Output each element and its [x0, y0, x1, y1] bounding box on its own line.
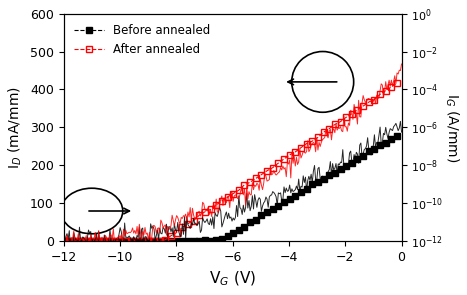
- Before annealed: [394, 134, 400, 138]
- After annealed: [146, 240, 151, 243]
- Before annealed: [163, 240, 168, 243]
- Before annealed: [61, 239, 66, 243]
- Before annealed: [276, 204, 281, 208]
- After annealed: [117, 240, 123, 243]
- Before annealed: [123, 239, 128, 242]
- Line: After annealed: After annealed: [61, 81, 400, 244]
- After annealed: [174, 231, 179, 234]
- After annealed: [394, 81, 400, 85]
- Before annealed: [66, 240, 72, 243]
- Y-axis label: I$_G$ (A/mm): I$_G$ (A/mm): [443, 93, 460, 162]
- After annealed: [168, 234, 174, 237]
- Before annealed: [179, 239, 185, 243]
- After annealed: [270, 166, 276, 169]
- After annealed: [61, 240, 66, 243]
- X-axis label: V$_G$ (V): V$_G$ (V): [209, 270, 256, 288]
- Y-axis label: I$_D$ (mA/mm): I$_D$ (mA/mm): [7, 86, 24, 169]
- Legend: Before annealed, After annealed: Before annealed, After annealed: [70, 19, 215, 61]
- Before annealed: [151, 240, 157, 243]
- Line: Before annealed: Before annealed: [61, 133, 400, 244]
- Before annealed: [174, 240, 179, 243]
- After annealed: [157, 240, 163, 243]
